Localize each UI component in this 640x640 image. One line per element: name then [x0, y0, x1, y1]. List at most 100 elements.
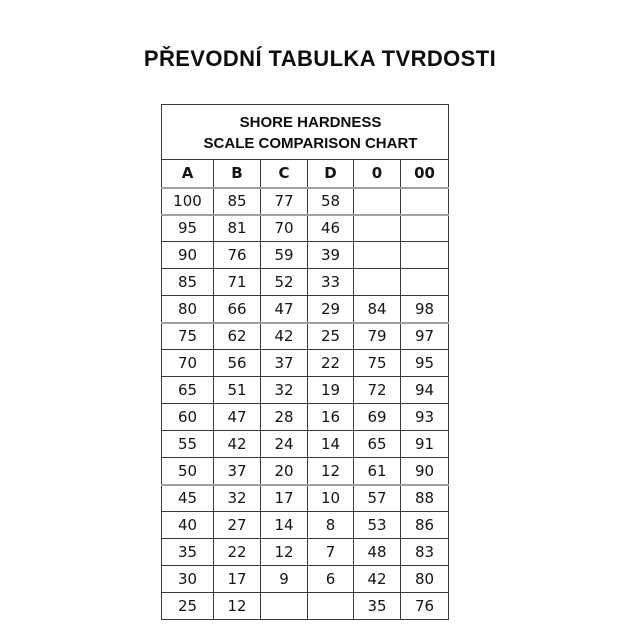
- table-cell: 79: [353, 322, 401, 350]
- table-cell: 12: [213, 592, 261, 620]
- table-cell: 76: [400, 592, 449, 620]
- table-cell: [400, 241, 449, 269]
- table-cell: 60: [161, 403, 214, 431]
- table-caption-line-1: SHORE HARDNESS: [239, 114, 382, 131]
- table-cell: 20: [260, 457, 308, 486]
- column-header: B: [213, 159, 261, 189]
- column-header: 00: [400, 159, 449, 189]
- table-cell: 91: [400, 430, 449, 458]
- table-cell: 62: [213, 322, 261, 350]
- table-cell: 95: [400, 349, 449, 377]
- table-cell: 71: [213, 268, 261, 296]
- table-cell: 84: [353, 295, 401, 324]
- table-cell: 56: [213, 349, 261, 377]
- table-cell: 46: [307, 214, 354, 242]
- table-row: 55 42 24 14 65 91: [161, 430, 449, 458]
- table-cell: 35: [353, 592, 401, 620]
- table-cell: 25: [307, 322, 354, 350]
- table-cell: 32: [260, 376, 308, 404]
- table-cell: 12: [260, 538, 308, 566]
- table-caption-row: SHORE HARDNESS SCALE COMPARISON CHART: [161, 104, 449, 160]
- table-caption-line-2: SCALE COMPARISON CHART: [203, 135, 418, 152]
- table-cell: 81: [213, 214, 261, 242]
- table-cell: 10: [307, 484, 354, 512]
- table-cell: 42: [353, 565, 401, 593]
- table-cell: 14: [307, 430, 354, 458]
- table-row: 80 66 47 29 84 98: [161, 295, 449, 324]
- table-cell: 97: [400, 322, 449, 350]
- table-cell: 65: [161, 376, 214, 404]
- table-cell: 76: [213, 241, 261, 269]
- table-cell: 88: [400, 484, 449, 512]
- table-cell: 30: [161, 565, 214, 593]
- table-row: 95 81 70 46: [161, 214, 449, 242]
- table-cell: 85: [161, 268, 214, 296]
- table-cell: 37: [260, 349, 308, 377]
- table-row: 60 47 28 16 69 93: [161, 403, 449, 431]
- table-cell: 35: [161, 538, 214, 566]
- table-cell: 16: [307, 403, 354, 431]
- table-cell: 14: [260, 511, 308, 539]
- table-cell: 58: [307, 187, 354, 216]
- table-cell: 57: [353, 484, 401, 512]
- table-cell: 65: [353, 430, 401, 458]
- table-cell: 24: [260, 430, 308, 458]
- table-cell: 29: [307, 295, 354, 324]
- table-cell: 7: [307, 538, 354, 566]
- table-row: 85 71 52 33: [161, 268, 449, 296]
- table-cell: 100: [161, 187, 214, 216]
- table-row: 75 62 42 25 79 97: [161, 322, 449, 350]
- table-cell: 6: [307, 565, 354, 593]
- table-cell: 39: [307, 241, 354, 269]
- table-cell: [353, 187, 401, 216]
- table-cell: 50: [161, 457, 214, 486]
- column-header: C: [260, 159, 308, 189]
- table-cell: 53: [353, 511, 401, 539]
- table-cell: 27: [213, 511, 261, 539]
- table-caption: SHORE HARDNESS SCALE COMPARISON CHART: [161, 104, 449, 160]
- table-cell: [400, 214, 449, 242]
- table-cell: [400, 187, 449, 216]
- table-cell: 45: [161, 484, 214, 512]
- table-row: 100 85 77 58: [161, 187, 449, 216]
- table-row: 90 76 59 39: [161, 241, 449, 269]
- table-row: 35 22 12 7 48 83: [161, 538, 449, 566]
- table-cell: 51: [213, 376, 261, 404]
- table-cell: 17: [260, 484, 308, 512]
- table-cell: 90: [161, 241, 214, 269]
- column-header: D: [307, 159, 354, 189]
- table-cell: 77: [260, 187, 308, 216]
- table-cell: 70: [161, 349, 214, 377]
- table-cell: 28: [260, 403, 308, 431]
- table-row: 25 12 35 76: [161, 592, 449, 620]
- table-cell: 48: [353, 538, 401, 566]
- table-cell: 22: [307, 349, 354, 377]
- table-cell: 37: [213, 457, 261, 486]
- table-cell: [400, 268, 449, 296]
- table-cell: 47: [213, 403, 261, 431]
- table-cell: [260, 592, 308, 620]
- table-cell: 22: [213, 538, 261, 566]
- table-cell: 17: [213, 565, 261, 593]
- table-cell: [353, 241, 401, 269]
- table-row: 30 17 9 6 42 80: [161, 565, 449, 593]
- table-cell: 95: [161, 214, 214, 242]
- table-cell: 9: [260, 565, 308, 593]
- table-cell: [353, 268, 401, 296]
- table-cell: 19: [307, 376, 354, 404]
- table-cell: 94: [400, 376, 449, 404]
- table-cell: 33: [307, 268, 354, 296]
- table-row: 50 37 20 12 61 90: [161, 457, 449, 486]
- table-cell: 59: [260, 241, 308, 269]
- table-cell: 75: [161, 322, 214, 350]
- table-cell: 32: [213, 484, 261, 512]
- table-row: 65 51 32 19 72 94: [161, 376, 449, 404]
- page-title: PŘEVODNÍ TABULKA TVRDOSTI: [143, 46, 497, 71]
- column-header-row: A B C D 0 00: [161, 159, 449, 189]
- table-cell: 98: [400, 295, 449, 324]
- table-row: 70 56 37 22 75 95: [161, 349, 449, 377]
- table-cell: 55: [161, 430, 214, 458]
- table-cell: 8: [307, 511, 354, 539]
